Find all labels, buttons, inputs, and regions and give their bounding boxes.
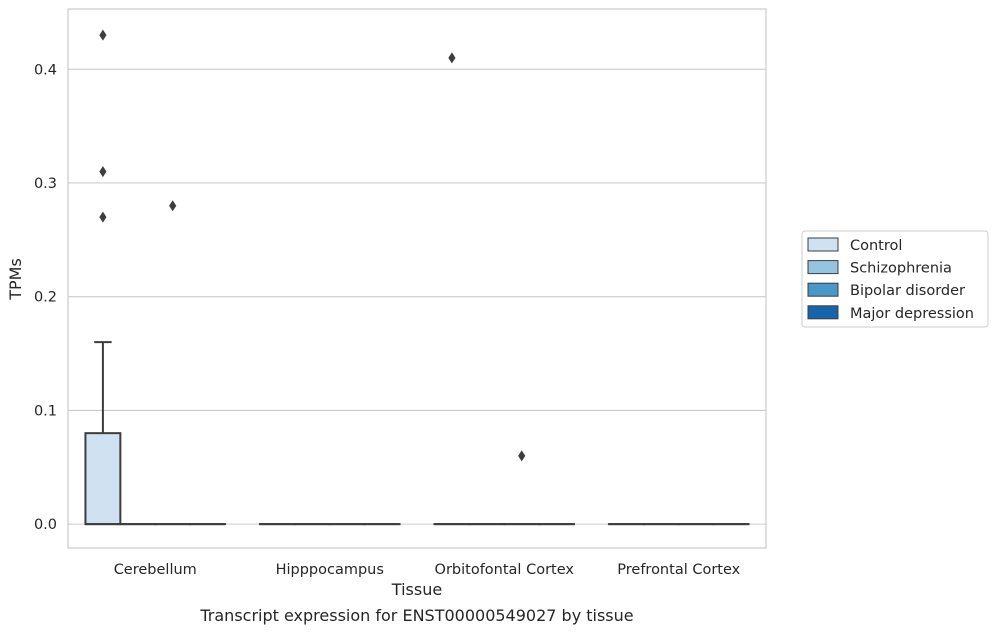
x-tick-labels: Cerebellum Hipppocampus Orbitofontal Corte… [114, 562, 741, 578]
legend-swatch [808, 306, 838, 319]
chart-caption: Transcript expression for ENST0000054902… [0, 606, 834, 625]
x-tick-label: Prefrontal Cortex [617, 562, 740, 578]
y-tick-label: 0.4 [34, 62, 57, 78]
y-tick-label: 0.2 [34, 290, 57, 306]
x-axis-label: Tissue [391, 580, 442, 599]
legend: Control Schizophrenia Bipolar disorder Majo… [802, 231, 988, 327]
legend-swatch [808, 238, 838, 251]
legend-swatch [808, 261, 838, 274]
y-tick-label: 0.0 [34, 517, 57, 533]
legend-label: Schizophrenia [850, 261, 952, 277]
y-tick-labels: 0.0 0.1 0.2 0.3 0.4 [34, 62, 57, 533]
x-tick-label: Orbitofontal Cortex [435, 562, 575, 578]
box-body [85, 433, 120, 524]
legend-swatch [808, 283, 838, 296]
plot-background [68, 9, 766, 548]
legend-label: Major depression [850, 306, 974, 322]
y-tick-label: 0.3 [34, 176, 57, 192]
y-axis-label: TPMs [6, 258, 25, 301]
x-tick-label: Hipppocampus [276, 562, 384, 578]
legend-label: Control [850, 238, 902, 254]
x-tick-label: Cerebellum [114, 562, 197, 578]
y-tick-label: 0.1 [34, 403, 57, 419]
legend-label: Bipolar disorder [850, 283, 965, 299]
